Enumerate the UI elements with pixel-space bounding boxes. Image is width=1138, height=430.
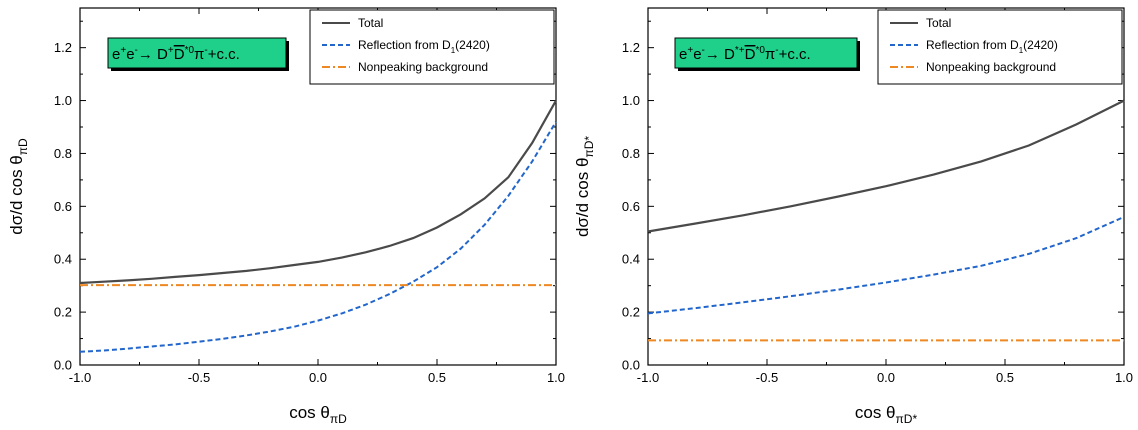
reaction-label: e+e-→ D*+D*0π-+c.c. [679,45,811,63]
y-tick-label: 1.2 [54,40,72,55]
y-tick-label: 0.8 [622,146,640,161]
y-tick-label: 0.4 [622,252,640,267]
legend-label-1: Total [926,16,951,30]
legend-label-3: Nonpeaking background [358,60,488,74]
y-axis-label-group: dσ/d cos θπD​ [7,138,30,235]
y-tick-label: 1.0 [54,93,72,108]
legend-label-3: Nonpeaking background [926,60,1056,74]
x-tick-label: 0.5 [428,370,446,385]
x-axis-label: cos θπD*​ [855,403,918,426]
y-tick-label: 0.4 [54,252,72,267]
y-axis-label: dσ/d cos θπD​ [7,138,30,235]
legend-label-2: Reflection from D1(2420) [358,38,490,55]
x-tick-label: -0.5 [756,370,778,385]
y-tick-label: 0.2 [54,305,72,320]
x-tick-label: 0.0 [877,370,895,385]
y-axis-label-group: dσ/d cos θπD*​ [573,136,596,237]
y-tick-label: 0.0 [54,358,72,373]
chart-panel-2: -1.0 -0.5 0.0 0.5 1.0 0.0 0.2 0.4 0.6 0.8 1.0 1.2 co… [573,7,1133,426]
x-tick-label: 1.0 [1115,370,1133,385]
x-axis-label: cos θπD​ [289,403,347,426]
y-tick-label: 0.2 [622,305,640,320]
x-tick-label: 0.0 [309,370,327,385]
reaction-box [107,37,287,69]
legend-label-2: Reflection from D1(2420) [926,38,1058,55]
series-line-2 [79,121,557,353]
y-tick-label: 1.0 [622,93,640,108]
y-tick-label: 1.2 [622,40,640,55]
x-tick-label: -0.5 [188,370,210,385]
x-tick-label: -1.0 [637,370,659,385]
legend-box [877,9,1123,85]
reaction-label: e+e-→ D+D*0π-+c.c. [112,45,240,63]
y-tick-label: 0.8 [54,146,72,161]
y-tick-label: 0.6 [622,199,640,214]
x-tick-label: 1.0 [547,370,565,385]
legend-label-1: Total [358,16,383,30]
series-line-2 [647,215,1125,315]
x-tick-label: 0.5 [996,370,1014,385]
y-tick-label: 0.6 [54,199,72,214]
series-line-1 [79,100,557,285]
y-axis-label: dσ/d cos θπD*​ [573,136,596,237]
legend-box [309,9,555,85]
y-tick-label: 0.0 [622,358,640,373]
reaction-box [674,37,858,69]
x-tick-label: -1.0 [69,370,91,385]
series-line-1 [647,99,1125,233]
chart-panel-1: -1.0 -0.5 0.0 0.5 1.0 0.0 0.2 0.4 0.6 0.8 1.0 1.2 co… [7,7,565,426]
